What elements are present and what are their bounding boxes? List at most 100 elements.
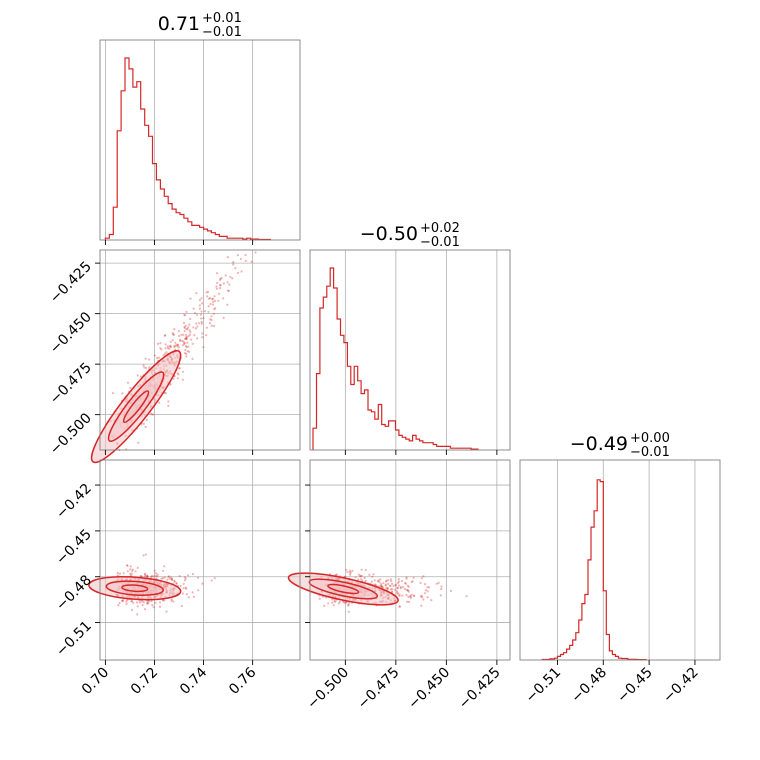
sample-point [185, 337, 188, 340]
sample-point [426, 586, 429, 589]
sample-point [118, 572, 122, 575]
sample-point [184, 314, 187, 317]
sample-point [150, 574, 153, 578]
sample-point [407, 600, 411, 604]
grid-r0c0 [104, 40, 254, 240]
sample-point [201, 582, 204, 585]
sample-point [412, 576, 415, 579]
sample-point [158, 605, 162, 609]
sample-point [227, 289, 230, 292]
sample-point [189, 331, 192, 334]
sample-point [161, 599, 164, 602]
sample-point [390, 580, 393, 583]
sample-point [164, 347, 167, 350]
sample-point [430, 599, 433, 602]
sample-point [175, 582, 178, 585]
sample-point [184, 348, 187, 352]
sample-point [382, 586, 385, 589]
sample-point [236, 254, 239, 257]
sample-point [198, 299, 201, 302]
sample-point [146, 602, 149, 605]
sample-point [139, 574, 143, 578]
sample-point [323, 604, 326, 607]
sample-point [157, 356, 160, 359]
sample-point [185, 352, 188, 356]
sample-point [205, 295, 209, 298]
sample-point [148, 600, 151, 603]
sample-point [390, 590, 394, 593]
sample-point [142, 364, 145, 367]
sample-point [146, 575, 149, 578]
sample-point [129, 572, 132, 576]
sample-point [215, 285, 218, 288]
sample-point [183, 330, 186, 333]
sample-point [398, 605, 401, 608]
sample-point [205, 334, 208, 337]
sample-point [185, 337, 188, 340]
sample-point [395, 590, 399, 593]
sample-point [389, 588, 392, 591]
sample-point [401, 594, 404, 597]
xtick-label-c2-3: −0.42 [660, 665, 702, 707]
sample-point [214, 307, 217, 310]
sample-point [165, 610, 168, 613]
xtick-label-c0-2: 0.74 [177, 664, 210, 697]
sample-point [198, 322, 201, 325]
sample-point [211, 303, 215, 306]
sample-point [407, 590, 410, 593]
sample-point [148, 366, 151, 369]
sample-point [209, 302, 212, 306]
sample-point [212, 300, 215, 303]
sample-point [126, 599, 129, 602]
sample-point [185, 336, 188, 339]
sample-point [213, 295, 216, 298]
ytick-label-r2-3: −0.42 [53, 481, 95, 523]
sample-point [219, 278, 222, 281]
sample-point [137, 441, 140, 444]
sample-point [386, 586, 389, 590]
sample-point [143, 573, 147, 576]
sample-point [428, 586, 431, 589]
sample-point [408, 595, 412, 598]
title-param-1: −0.50 [360, 223, 418, 245]
sample-point [163, 352, 167, 355]
sample-point [213, 299, 217, 302]
sample-point [213, 577, 216, 580]
sample-point [189, 297, 192, 300]
xtick-label-c1-0: −0.500 [304, 665, 352, 713]
grid-r1c0 [100, 250, 300, 450]
sample-point [154, 572, 158, 575]
sample-point [173, 344, 176, 348]
sample-point [374, 583, 377, 586]
sample-point [321, 595, 324, 598]
ytick-label-r2-1: −0.48 [53, 572, 95, 614]
sample-point [143, 608, 147, 611]
sample-point [171, 339, 174, 342]
sample-point [218, 292, 221, 295]
sample-point [184, 586, 187, 589]
ytick-label-r2-2: −0.45 [53, 526, 95, 568]
sample-point [399, 587, 402, 590]
xtick-label-c0-1: 0.72 [128, 665, 161, 698]
title-param-2-plus: +0.00 [630, 431, 670, 446]
sample-point [254, 251, 257, 254]
sample-point [173, 345, 176, 349]
sample-point [220, 276, 223, 280]
sample-point [185, 336, 188, 339]
sample-point [360, 574, 363, 577]
sample-point [169, 383, 172, 386]
sample-point [191, 357, 194, 360]
sample-point [388, 584, 392, 587]
sample-point [361, 579, 364, 582]
sample-point [250, 260, 253, 263]
sample-point [426, 596, 429, 599]
sample-point [126, 570, 129, 573]
sample-point [183, 313, 186, 316]
contours-r1c0 [90, 350, 182, 464]
sample-point [185, 310, 188, 313]
sample-point [347, 603, 350, 606]
sample-point [379, 582, 382, 586]
sample-point [172, 600, 175, 603]
ytick-label-r1-3: −0.425 [47, 259, 95, 307]
sample-point [144, 572, 147, 575]
